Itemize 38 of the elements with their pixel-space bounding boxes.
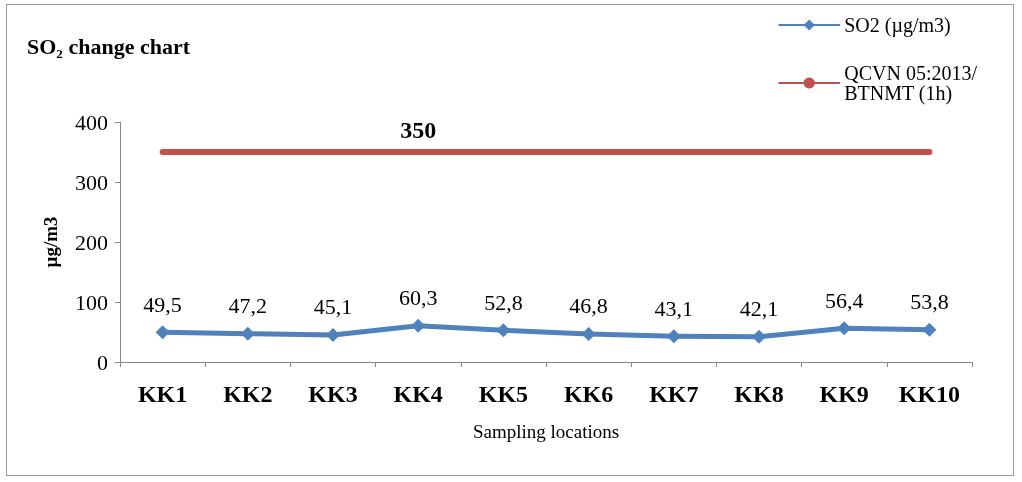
x-tick-label: KK2: [223, 381, 273, 407]
y-tick-label: 0: [97, 349, 108, 375]
point: [155, 325, 170, 340]
data-label: 47,2: [228, 293, 268, 319]
data-label: 49,5: [143, 291, 182, 317]
x-tick-label: KK8: [734, 381, 784, 407]
y-tick-label: 200: [75, 229, 108, 255]
x-tick-label: KK7: [649, 381, 699, 407]
data-label: 60,3: [398, 285, 438, 311]
data-label: 52,8: [484, 289, 523, 315]
point: [922, 322, 937, 337]
point: [666, 329, 681, 344]
x-tick-label: KK5: [478, 381, 529, 407]
data-label: 43,1: [654, 295, 694, 321]
y-tick-label: 400: [75, 109, 108, 135]
x-tick-label: KK4: [393, 381, 443, 407]
data-label: 46,8: [569, 293, 608, 319]
x-axis-title: Sampling locations: [472, 421, 620, 442]
x-tick-label: KK3: [308, 381, 358, 407]
point: [581, 326, 596, 341]
legend-label: QCVN 05:2013/BTNMT (1h): [844, 62, 978, 105]
x-tick-label: KK10: [898, 381, 961, 407]
data-label: 53,8: [910, 289, 949, 315]
y-tick-label: 100: [75, 289, 108, 315]
data-label: 42,1: [739, 296, 779, 322]
point: [752, 329, 766, 344]
y-tick-label: 300: [75, 169, 108, 195]
legend-label: SO2 (µg/m3): [844, 14, 951, 37]
y-axis-title: µg/m3: [40, 216, 61, 268]
x-tick-label: KK6: [563, 381, 614, 407]
point: [326, 327, 340, 342]
data-label: 350: [400, 117, 437, 143]
data-label: 56,4: [824, 287, 864, 313]
data-label: 45,1: [313, 294, 353, 320]
chart-title: SO₂ change chart: [27, 33, 191, 59]
x-tick-label: KK9: [819, 381, 869, 407]
point: [411, 318, 426, 333]
x-tick-label: KK1: [137, 381, 188, 407]
